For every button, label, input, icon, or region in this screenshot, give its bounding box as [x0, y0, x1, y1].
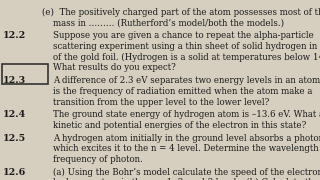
- Text: A hydrogen atom initially in the ground level absorbs a photon,: A hydrogen atom initially in the ground …: [53, 134, 320, 143]
- Text: is the frequency of radiation emitted when the atom make a: is the frequency of radiation emitted wh…: [53, 87, 312, 96]
- Text: Suppose you are given a chance to repeat the alpha-particle: Suppose you are given a chance to repeat…: [53, 31, 314, 40]
- Text: 12.3: 12.3: [3, 76, 27, 85]
- Text: The ground state energy of hydrogen atom is –13.6 eV. What are the: The ground state energy of hydrogen atom…: [53, 110, 320, 119]
- Bar: [2, 64, 48, 84]
- Text: scattering experiment using a thin sheet of solid hydrogen in place: scattering experiment using a thin sheet…: [53, 42, 320, 51]
- Text: mass in ……… (Rutherford’s model/both the models.): mass in ……… (Rutherford’s model/both the…: [53, 19, 284, 28]
- Text: 12.2: 12.2: [3, 31, 27, 40]
- Text: hydrogen atom in the n = 1, 2, and 3 levels. (b) Calculate the orbital: hydrogen atom in the n = 1, 2, and 3 lev…: [53, 178, 320, 180]
- Text: frequency of photon.: frequency of photon.: [53, 155, 142, 164]
- Text: (e)  The positively charged part of the atom possesses most of the: (e) The positively charged part of the a…: [42, 8, 320, 17]
- Text: transition from the upper level to the lower level?: transition from the upper level to the l…: [53, 98, 269, 107]
- Text: A difference of 2.3 eV separates two energy levels in an atom. What: A difference of 2.3 eV separates two ene…: [53, 76, 320, 85]
- Text: of the gold foil. (Hydrogen is a solid at temperatures below 14 K.): of the gold foil. (Hydrogen is a solid a…: [53, 53, 320, 62]
- Text: 12.4: 12.4: [3, 110, 27, 119]
- Text: (a) Using the Bohr’s model calculate the speed of the electron in a: (a) Using the Bohr’s model calculate the…: [53, 168, 320, 177]
- Text: 12.6: 12.6: [3, 168, 27, 177]
- Text: kinetic and potential energies of the electron in this state?: kinetic and potential energies of the el…: [53, 121, 306, 130]
- Text: which excites it to the n = 4 level. Determine the wavelength and: which excites it to the n = 4 level. Det…: [53, 144, 320, 153]
- Text: What results do you expect?: What results do you expect?: [53, 63, 176, 72]
- Text: 12.5: 12.5: [3, 134, 26, 143]
